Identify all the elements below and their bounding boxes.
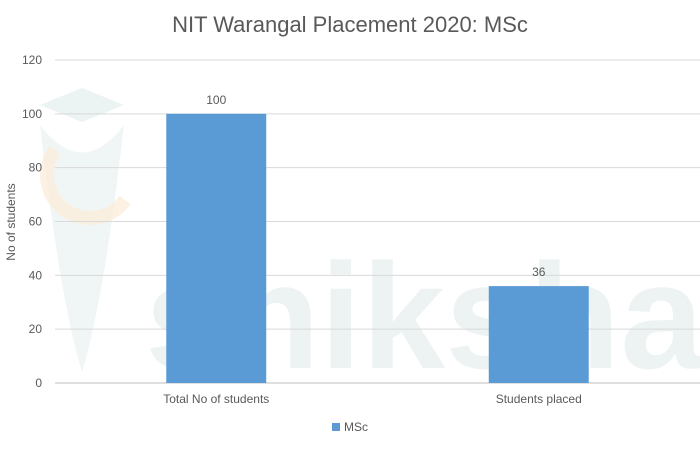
y-tick-label: 120 bbox=[22, 53, 42, 67]
watermark-cap-icon bbox=[40, 88, 124, 122]
shiksha-watermark: shiksha bbox=[40, 88, 700, 400]
category-label: Students placed bbox=[496, 392, 582, 406]
category-label: Total No of students bbox=[163, 392, 269, 406]
data-label: 36 bbox=[532, 265, 546, 279]
bar bbox=[488, 286, 589, 383]
legend: MSc bbox=[0, 420, 700, 434]
legend-label: MSc bbox=[344, 420, 368, 434]
gridlines bbox=[55, 59, 700, 384]
bar bbox=[166, 113, 267, 383]
y-tick-label: 40 bbox=[29, 268, 43, 282]
data-labels: 100 36 bbox=[206, 93, 546, 279]
y-tick-label: 0 bbox=[35, 376, 42, 390]
watermark-arc-icon bbox=[40, 145, 131, 225]
data-label: 100 bbox=[206, 93, 226, 107]
watermark-leaf-icon bbox=[40, 125, 124, 372]
y-tick-labels: 0 20 40 60 80 100 120 bbox=[22, 53, 42, 390]
legend-swatch bbox=[332, 423, 340, 431]
category-labels: Total No of students Students placed bbox=[163, 392, 582, 406]
y-tick-label: 100 bbox=[22, 107, 42, 121]
y-tick-label: 80 bbox=[29, 161, 43, 175]
y-tick-label: 20 bbox=[29, 322, 43, 336]
chart-title: NIT Warangal Placement 2020: MSc bbox=[172, 12, 528, 37]
y-tick-label: 60 bbox=[29, 215, 43, 229]
bars bbox=[166, 113, 589, 383]
